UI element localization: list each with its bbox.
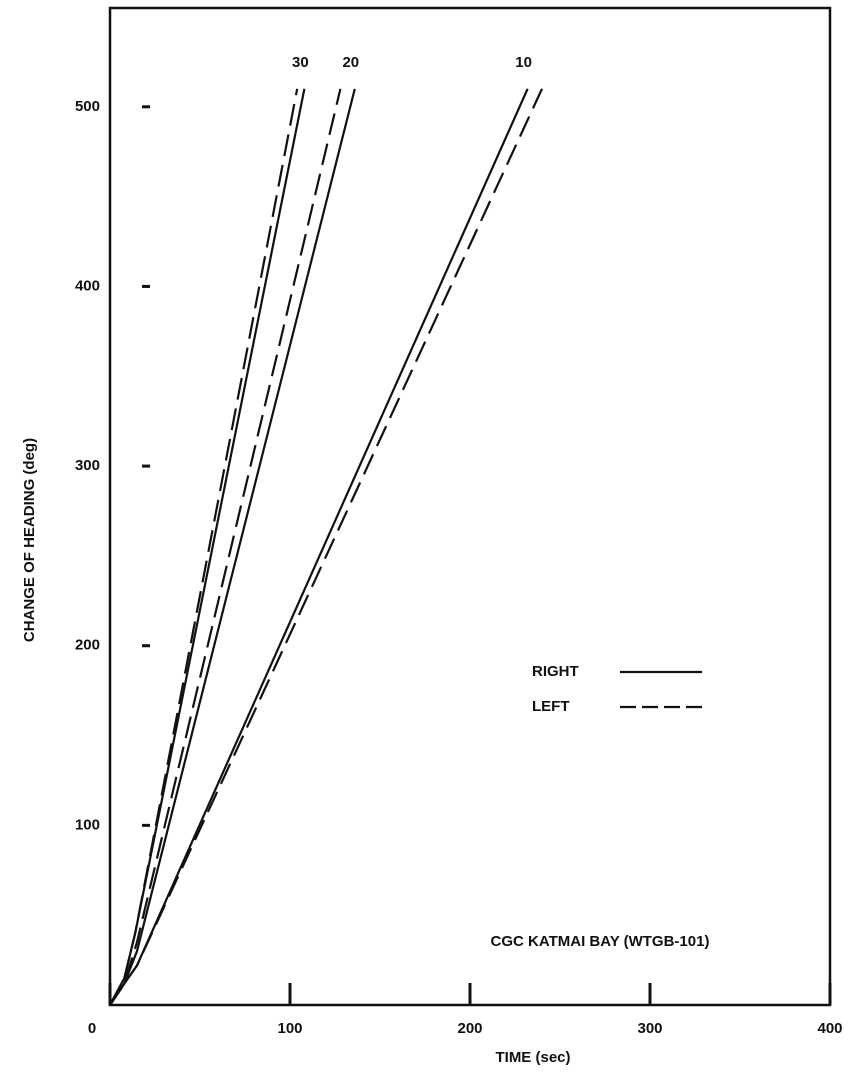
y-tick-label: 200: [75, 637, 100, 654]
y-tick-label: 500: [75, 98, 100, 115]
y-tick-label: 300: [75, 457, 100, 474]
curve-label: 10: [515, 54, 532, 71]
x-tick-label: 300: [637, 1020, 662, 1037]
line: [109, 88, 306, 1006]
x-tick-label: 400: [817, 1020, 842, 1037]
x-axis-label: TIME (sec): [495, 1049, 570, 1066]
line: [109, 88, 543, 1006]
x-tick-label: 200: [457, 1020, 482, 1037]
line: [109, 88, 529, 1006]
x-tick-label: 100: [277, 1020, 302, 1037]
annotation: CGC KATMAI BAY (WTGB-101): [491, 933, 710, 950]
y-axis-label: CHANGE OF HEADING (deg): [21, 438, 38, 642]
line: [109, 88, 299, 1006]
line: [109, 88, 342, 1006]
legend-label: RIGHT: [532, 663, 579, 680]
legend-label: LEFT: [532, 698, 570, 715]
curve-label: 20: [342, 54, 359, 71]
curve-label: 30: [292, 54, 309, 71]
y-tick-label: 100: [75, 816, 100, 833]
x-tick-label: 0: [88, 1020, 96, 1037]
y-tick-label: 400: [75, 277, 100, 294]
